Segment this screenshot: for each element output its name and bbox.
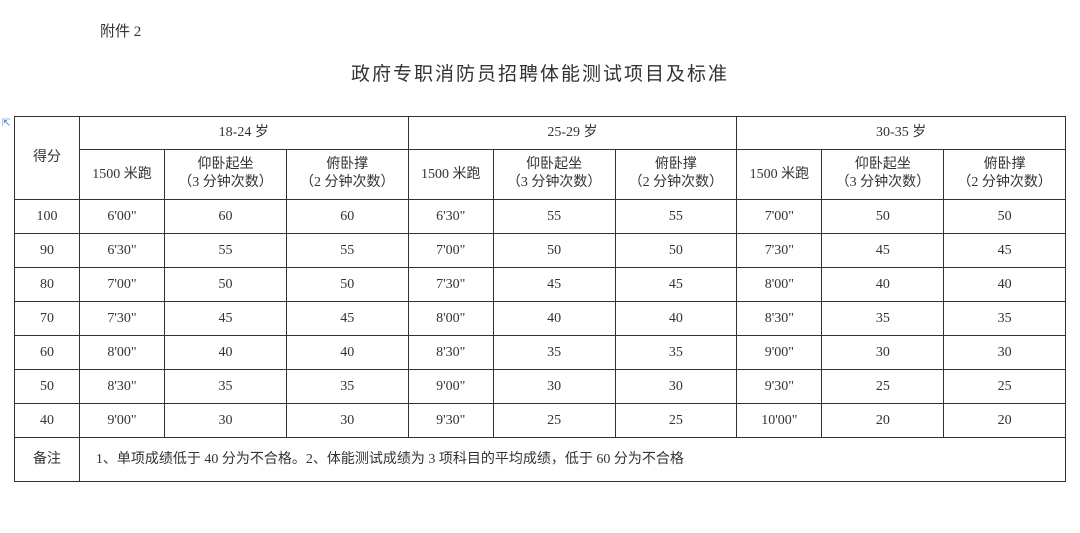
data-cell: 50 xyxy=(615,234,737,268)
data-cell: 45 xyxy=(822,234,944,268)
data-cell: 45 xyxy=(493,268,615,302)
data-cell: 35 xyxy=(493,336,615,370)
data-cell: 40 xyxy=(822,268,944,302)
data-cell: 25 xyxy=(493,404,615,438)
data-cell: 8'30" xyxy=(737,302,822,336)
fitness-standards-table: 得分 18-24 岁 25-29 岁 30-35 岁 1500 米跑 仰卧起坐（… xyxy=(14,116,1066,482)
data-cell: 35 xyxy=(822,302,944,336)
data-cell: 6'30" xyxy=(79,234,164,268)
age-group-row: 得分 18-24 岁 25-29 岁 30-35 岁 xyxy=(15,117,1066,150)
data-cell: 20 xyxy=(822,404,944,438)
data-cell: 7'30" xyxy=(408,268,493,302)
data-cell: 7'00" xyxy=(79,268,164,302)
score-cell: 60 xyxy=(15,336,80,370)
score-cell: 80 xyxy=(15,268,80,302)
table-row: 707'30"45458'00"40408'30"3535 xyxy=(15,302,1066,336)
table-row: 906'30"55557'00"50507'30"4545 xyxy=(15,234,1066,268)
data-cell: 50 xyxy=(944,200,1066,234)
data-cell: 30 xyxy=(615,370,737,404)
data-cell: 8'00" xyxy=(737,268,822,302)
age-group-3: 30-35 岁 xyxy=(737,117,1066,150)
data-cell: 30 xyxy=(493,370,615,404)
table-row: 508'30"35359'00"30309'30"2525 xyxy=(15,370,1066,404)
data-cell: 55 xyxy=(615,200,737,234)
data-cell: 25 xyxy=(944,370,1066,404)
data-cell: 20 xyxy=(944,404,1066,438)
data-cell: 40 xyxy=(944,268,1066,302)
data-cell: 25 xyxy=(822,370,944,404)
anchor-mark: ⇱ xyxy=(2,118,10,129)
note-row: 备注 1、单项成绩低于 40 分为不合格。2、体能测试成绩为 3 项科目的平均成… xyxy=(15,438,1066,482)
data-cell: 25 xyxy=(615,404,737,438)
note-text: 1、单项成绩低于 40 分为不合格。2、体能测试成绩为 3 项科目的平均成绩，低… xyxy=(79,438,1065,482)
data-cell: 40 xyxy=(286,336,408,370)
data-cell: 50 xyxy=(165,268,287,302)
data-cell: 8'30" xyxy=(79,370,164,404)
data-cell: 40 xyxy=(493,302,615,336)
score-cell: 40 xyxy=(15,404,80,438)
data-cell: 9'00" xyxy=(79,404,164,438)
score-cell: 100 xyxy=(15,200,80,234)
data-cell: 35 xyxy=(615,336,737,370)
data-cell: 35 xyxy=(286,370,408,404)
score-cell: 90 xyxy=(15,234,80,268)
data-cell: 55 xyxy=(493,200,615,234)
score-header: 得分 xyxy=(15,117,80,200)
data-cell: 55 xyxy=(286,234,408,268)
data-cell: 9'00" xyxy=(737,336,822,370)
data-cell: 6'00" xyxy=(79,200,164,234)
data-cell: 7'00" xyxy=(408,234,493,268)
data-cell: 60 xyxy=(286,200,408,234)
data-cell: 7'30" xyxy=(737,234,822,268)
data-cell: 10'00" xyxy=(737,404,822,438)
data-cell: 50 xyxy=(493,234,615,268)
data-cell: 9'30" xyxy=(408,404,493,438)
data-cell: 30 xyxy=(286,404,408,438)
pushup-header-1: 俯卧撑（2 分钟次数） xyxy=(286,149,408,200)
data-cell: 7'30" xyxy=(79,302,164,336)
data-cell: 50 xyxy=(822,200,944,234)
attachment-label: 附件 2 xyxy=(100,20,1066,41)
data-cell: 8'00" xyxy=(408,302,493,336)
page-title: 政府专职消防员招聘体能测试项目及标准 xyxy=(14,59,1066,86)
table-row: 1006'00"60606'30"55557'00"5050 xyxy=(15,200,1066,234)
table-row: 807'00"50507'30"45458'00"4040 xyxy=(15,268,1066,302)
data-cell: 9'30" xyxy=(737,370,822,404)
data-cell: 45 xyxy=(286,302,408,336)
run-header-3: 1500 米跑 xyxy=(737,149,822,200)
age-group-2: 25-29 岁 xyxy=(408,117,737,150)
data-cell: 45 xyxy=(944,234,1066,268)
run-header-2: 1500 米跑 xyxy=(408,149,493,200)
data-cell: 35 xyxy=(165,370,287,404)
data-cell: 6'30" xyxy=(408,200,493,234)
situp-header-1: 仰卧起坐（3 分钟次数） xyxy=(165,149,287,200)
data-cell: 30 xyxy=(944,336,1066,370)
table-row: 608'00"40408'30"35359'00"3030 xyxy=(15,336,1066,370)
data-cell: 45 xyxy=(165,302,287,336)
data-cell: 9'00" xyxy=(408,370,493,404)
run-header-1: 1500 米跑 xyxy=(79,149,164,200)
data-cell: 7'00" xyxy=(737,200,822,234)
data-cell: 50 xyxy=(286,268,408,302)
situp-header-2: 仰卧起坐（3 分钟次数） xyxy=(493,149,615,200)
data-cell: 40 xyxy=(615,302,737,336)
data-cell: 60 xyxy=(165,200,287,234)
data-cell: 8'30" xyxy=(408,336,493,370)
data-cell: 40 xyxy=(165,336,287,370)
age-group-1: 18-24 岁 xyxy=(79,117,408,150)
event-header-row: 1500 米跑 仰卧起坐（3 分钟次数） 俯卧撑（2 分钟次数） 1500 米跑… xyxy=(15,149,1066,200)
score-cell: 50 xyxy=(15,370,80,404)
situp-header-3: 仰卧起坐（3 分钟次数） xyxy=(822,149,944,200)
note-label: 备注 xyxy=(15,438,80,482)
data-cell: 8'00" xyxy=(79,336,164,370)
pushup-header-3: 俯卧撑（2 分钟次数） xyxy=(944,149,1066,200)
data-cell: 30 xyxy=(822,336,944,370)
score-cell: 70 xyxy=(15,302,80,336)
data-cell: 55 xyxy=(165,234,287,268)
data-cell: 35 xyxy=(944,302,1066,336)
data-cell: 45 xyxy=(615,268,737,302)
table-row: 409'00"30309'30"252510'00"2020 xyxy=(15,404,1066,438)
pushup-header-2: 俯卧撑（2 分钟次数） xyxy=(615,149,737,200)
data-cell: 30 xyxy=(165,404,287,438)
